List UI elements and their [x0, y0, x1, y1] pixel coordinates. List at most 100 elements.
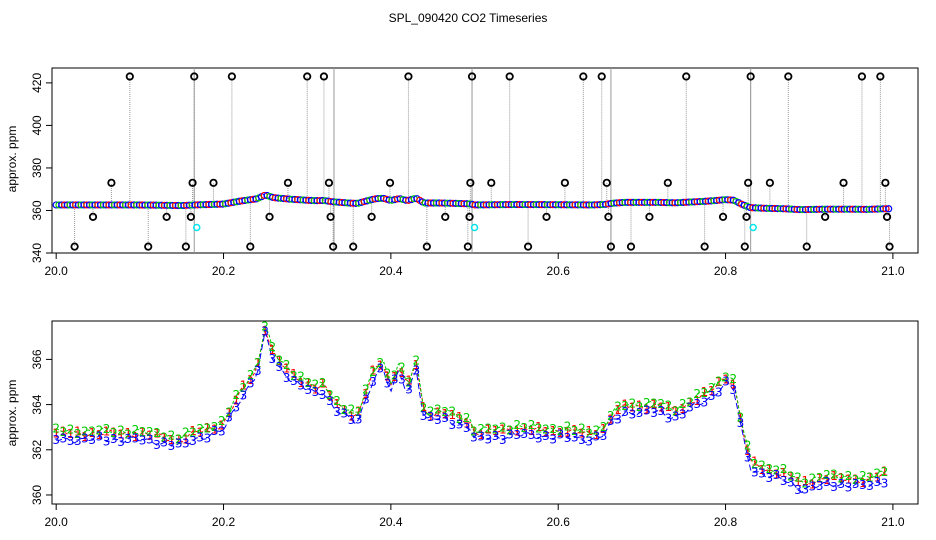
series-2-point: 2	[326, 388, 334, 402]
series-2-point: 2	[801, 476, 809, 490]
series-2-point: 2	[225, 405, 233, 419]
series-2-point: 2	[614, 399, 622, 413]
flagged-point	[367, 212, 376, 221]
series-3-point: 3	[139, 434, 147, 448]
series-3-point: 3	[549, 432, 557, 446]
series-2-point: 2	[182, 426, 190, 440]
series-2-point: 2	[823, 468, 831, 482]
series-2-point: 2	[175, 432, 183, 446]
series-1-point: 1	[333, 397, 341, 411]
series-2-point: 2	[369, 365, 377, 379]
series-2-point: 2	[74, 427, 82, 441]
series-1-point: 1	[657, 400, 665, 414]
flagged-point	[326, 212, 335, 221]
flagged-point	[857, 72, 867, 81]
series-1-point: 1	[765, 463, 773, 477]
series-2-point: 2	[276, 354, 284, 368]
flagged-point	[542, 212, 551, 221]
flagged-point	[604, 212, 613, 221]
x-tick-label: 20.2	[212, 515, 236, 529]
series-3-point: 3	[557, 428, 565, 442]
series-2-point: 2	[744, 439, 752, 453]
series-2-point: 2	[521, 421, 529, 435]
series-2-line	[55, 324, 885, 484]
series-3-point: 3	[765, 471, 773, 485]
series-3-point: 3	[506, 428, 514, 442]
series-3-point: 3	[600, 429, 608, 443]
y-tick-label: 366	[30, 349, 44, 369]
series-2-point: 2	[845, 469, 853, 483]
series-1-point: 1	[52, 427, 60, 441]
x-tick-label: 21.0	[881, 264, 905, 278]
series-3-point: 3	[859, 478, 867, 492]
series-3-point: 3	[218, 425, 226, 439]
series-3-point: 3	[830, 480, 838, 494]
series-2-point: 2	[333, 394, 341, 408]
series-2-point: 2	[665, 399, 673, 413]
series-3-point: 3	[542, 429, 550, 443]
series-2-point: 2	[499, 421, 507, 435]
series-3-point: 3	[758, 467, 766, 481]
flagged-point	[765, 178, 775, 187]
series-1-point: 1	[304, 376, 312, 390]
series-1-point: 1	[614, 403, 622, 417]
flagged-point	[740, 242, 749, 251]
x-tick-label: 20.0	[45, 515, 69, 529]
flagged-point	[422, 242, 431, 251]
series-1-point: 1	[290, 367, 298, 381]
x-tick-label: 20.8	[714, 515, 738, 529]
series-3-point: 3	[729, 383, 737, 397]
series-1-point: 1	[571, 423, 579, 437]
y-tick-label: 380	[30, 158, 44, 178]
series-1-point: 1	[67, 427, 75, 441]
series-2-point: 2	[672, 404, 680, 418]
series-2-point: 2	[528, 418, 536, 432]
series-1-point: 1	[254, 356, 262, 370]
series-3-point: 3	[485, 432, 493, 446]
series-2-point: 2	[830, 468, 838, 482]
flagged-point	[88, 212, 98, 221]
flagged-point	[162, 212, 171, 221]
series-3-point: 3	[874, 475, 882, 489]
series-1-point: 1	[168, 433, 176, 447]
series-2-point: 2	[132, 423, 140, 437]
series-3-point: 3	[773, 468, 781, 482]
series-1-point: 1	[521, 421, 529, 435]
series-3-point: 3	[283, 371, 291, 385]
flagged-point	[881, 178, 890, 187]
series-1-point: 1	[549, 424, 557, 438]
flagged-point	[821, 212, 830, 221]
series-3-point: 3	[304, 383, 312, 397]
series-1-point: 1	[103, 425, 111, 439]
series-2-point: 2	[600, 420, 608, 434]
series-3-point: 3	[405, 383, 413, 397]
series-1-point: 1	[110, 425, 118, 439]
series-1-point: 1	[715, 375, 723, 389]
series-1-point: 1	[240, 378, 248, 392]
top-plot-frame	[51, 67, 919, 254]
series-3-point: 3	[881, 476, 889, 490]
series-3-point: 3	[672, 409, 680, 423]
flagged-point	[466, 178, 475, 187]
series-3-point: 3	[420, 409, 428, 423]
series-1-point: 1	[261, 324, 269, 338]
x-tick-label: 20.4	[379, 264, 403, 278]
series-3-point: 3	[160, 435, 168, 449]
series-1-point: 1	[665, 400, 673, 414]
series-1-point: 1	[499, 423, 507, 437]
series-3-point: 3	[225, 411, 233, 425]
series-1-point: 1	[837, 471, 845, 485]
series-3-point: 3	[521, 427, 529, 441]
series-2-point: 2	[232, 388, 240, 402]
bottom-y-axis-label: approx. ppm	[5, 380, 19, 447]
series-2-point: 2	[463, 411, 471, 425]
series-2-point: 2	[81, 424, 89, 438]
series-1-point: 1	[232, 393, 240, 407]
flagged-point	[626, 242, 636, 251]
series-2-point: 2	[441, 405, 449, 419]
series-1-point: 1	[132, 430, 140, 444]
series-3-point: 3	[816, 479, 824, 493]
series-3-point: 3	[470, 431, 478, 445]
series-1-point: 1	[701, 385, 709, 399]
series-3-point: 3	[737, 416, 745, 430]
